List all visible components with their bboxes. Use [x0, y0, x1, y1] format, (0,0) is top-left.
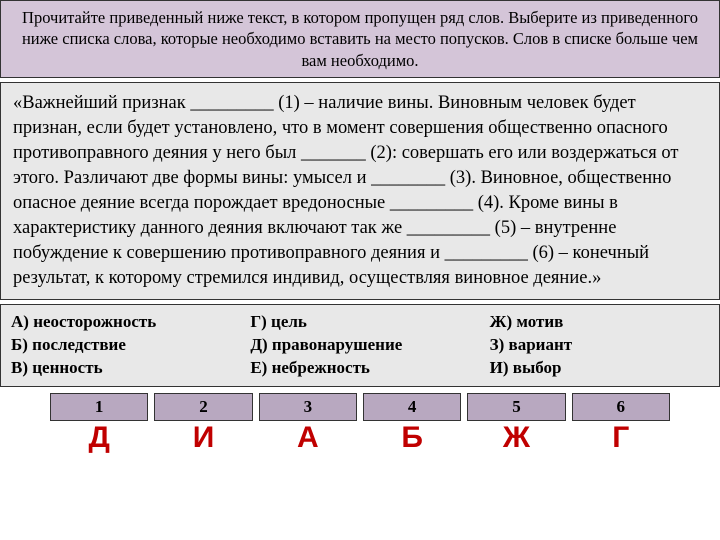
- option-i: И) выбор: [490, 357, 709, 380]
- options-column-1: А) неосторожность Б) последствие В) ценн…: [1, 305, 240, 386]
- option-z: З) вариант: [490, 334, 709, 357]
- instruction-header: Прочитайте приведенный ниже текст, в кот…: [0, 0, 720, 78]
- fill-blank-passage: «Важнейший признак _________ (1) – налич…: [0, 82, 720, 300]
- answer-letter-6: Г: [572, 421, 670, 453]
- answer-letter-2: И: [154, 421, 252, 453]
- answer-cell-6: 6 Г: [572, 393, 670, 453]
- option-a: А) неосторожность: [11, 311, 230, 334]
- answer-num-6: 6: [572, 393, 670, 421]
- answer-letter-4: Б: [363, 421, 461, 453]
- option-e: Е) небрежность: [250, 357, 469, 380]
- answer-cell-5: 5 Ж: [467, 393, 565, 453]
- answer-letter-1: Д: [50, 421, 148, 453]
- answer-letter-5: Ж: [467, 421, 565, 453]
- answer-num-4: 4: [363, 393, 461, 421]
- answer-cell-1: 1 Д: [50, 393, 148, 453]
- option-c: В) ценность: [11, 357, 230, 380]
- answer-cell-2: 2 И: [154, 393, 252, 453]
- options-container: А) неосторожность Б) последствие В) ценн…: [0, 304, 720, 387]
- answer-num-3: 3: [259, 393, 357, 421]
- answer-cell-3: 3 А: [259, 393, 357, 453]
- option-g: Г) цель: [250, 311, 469, 334]
- option-d: Д) правонарушение: [250, 334, 469, 357]
- option-b: Б) последствие: [11, 334, 230, 357]
- answer-table: 1 Д 2 И 3 А 4 Б 5 Ж 6 Г: [0, 393, 720, 453]
- answer-cell-4: 4 Б: [363, 393, 461, 453]
- options-column-3: Ж) мотив З) вариант И) выбор: [480, 305, 719, 386]
- answer-num-2: 2: [154, 393, 252, 421]
- options-column-2: Г) цель Д) правонарушение Е) небрежность: [240, 305, 479, 386]
- instruction-text: Прочитайте приведенный ниже текст, в кот…: [22, 8, 698, 70]
- option-zh: Ж) мотив: [490, 311, 709, 334]
- answer-num-5: 5: [467, 393, 565, 421]
- answer-letter-3: А: [259, 421, 357, 453]
- passage-text: «Важнейший признак _________ (1) – налич…: [13, 93, 678, 288]
- answer-num-1: 1: [50, 393, 148, 421]
